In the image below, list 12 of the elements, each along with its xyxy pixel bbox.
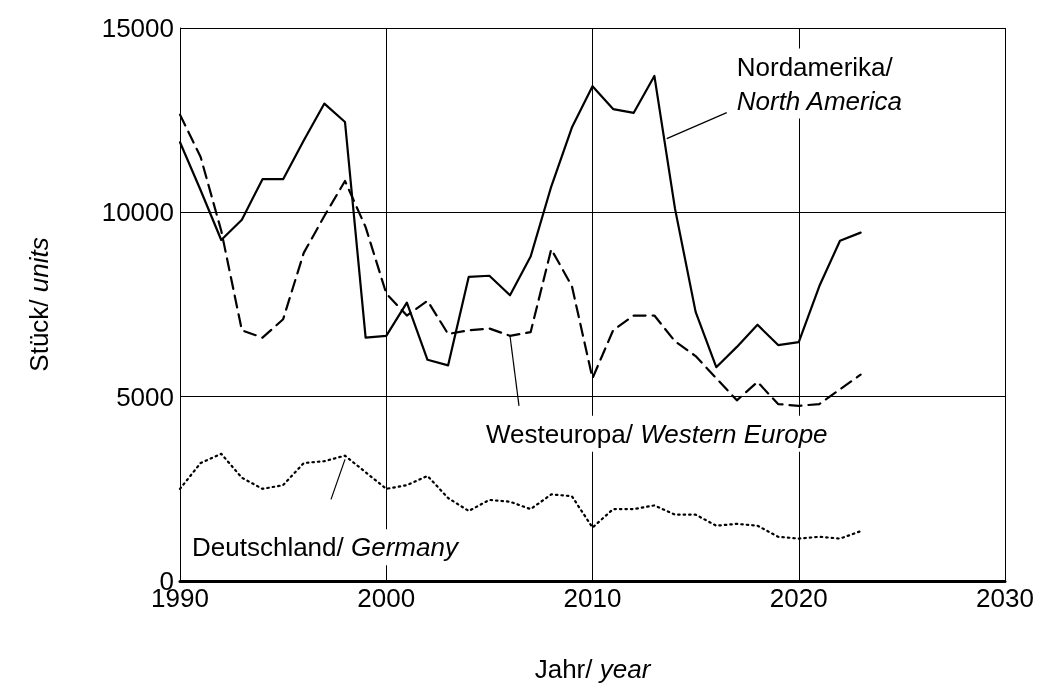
x-tick-label: 2030 <box>976 583 1034 613</box>
y-tick-label: 15000 <box>101 13 174 43</box>
y-tick-label: 10000 <box>101 197 174 228</box>
x-tick-label: 2010 <box>563 583 622 613</box>
y-tick-label: 5000 <box>116 381 174 412</box>
annotation: Deutschland/ Germany <box>192 532 460 563</box>
annotation: Westeuropa/ Western Europe <box>486 418 828 449</box>
x-tick-label: 2000 <box>357 583 416 613</box>
x-tick-label: 2020 <box>769 583 828 613</box>
x-axis-title: Jahr/ year <box>534 654 652 684</box>
annotation: Nordamerika/ North America <box>736 51 902 116</box>
y-axis-title: Stück/ units <box>24 237 54 372</box>
